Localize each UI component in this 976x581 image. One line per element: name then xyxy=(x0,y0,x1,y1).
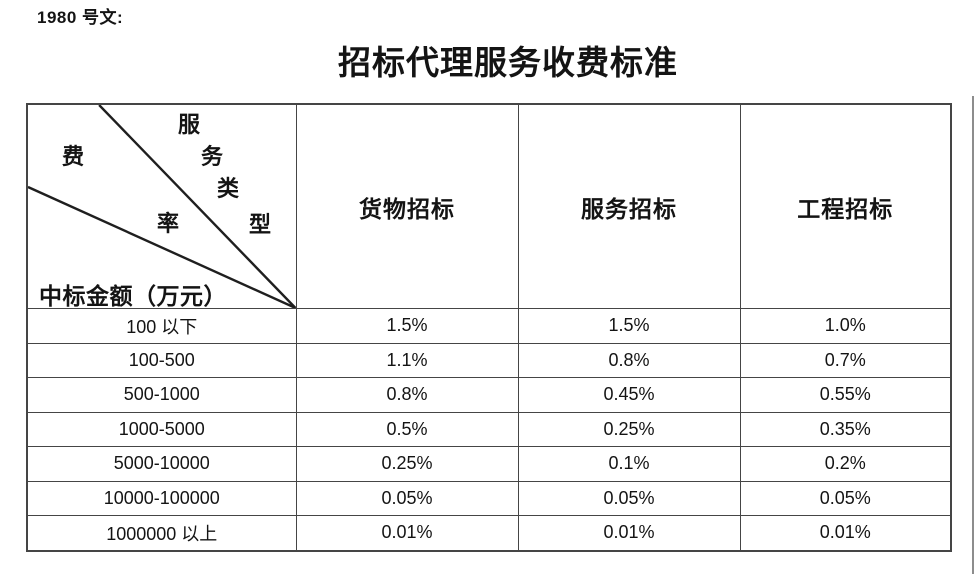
diagonal-corner-cell: 服 务 类 型 费 率 中标金额（万元） xyxy=(26,103,297,309)
rate-cell: 0.05% xyxy=(517,480,741,516)
rate-cell: 0.1% xyxy=(517,446,741,482)
diagonal-split-lines xyxy=(28,105,296,308)
column-header-services: 服务招标 xyxy=(517,103,741,309)
table-row: 100 以下 1.5% 1.5% 1.0% xyxy=(26,308,952,344)
column-header-goods: 货物招标 xyxy=(295,103,519,309)
amount-range-label: 5000-10000 xyxy=(26,446,297,482)
amount-range-label: 1000-5000 xyxy=(26,411,297,447)
rate-cell: 0.01% xyxy=(517,515,741,551)
header-row: 服 务 类 型 费 率 中标金额（万元） 货物招标 服务招标 工程招标 xyxy=(26,103,952,309)
corner-amount-axis-label: 中标金额（万元） xyxy=(39,284,227,309)
rate-cell: 0.35% xyxy=(739,411,952,447)
page-edge-line xyxy=(972,96,974,574)
rate-cell: 0.25% xyxy=(295,446,519,482)
rate-cell: 1.5% xyxy=(295,308,519,344)
corner-service-type-char: 服 xyxy=(177,112,201,137)
corner-fee-rate-char: 率 xyxy=(156,211,180,236)
amount-range-label: 1000000 以上 xyxy=(26,515,297,551)
amount-range-label: 10000-100000 xyxy=(26,480,297,516)
fee-standard-table: 服 务 类 型 费 率 中标金额（万元） 货物招标 服务招标 工程招标 100 … xyxy=(26,103,952,552)
table-row: 10000-100000 0.05% 0.05% 0.05% xyxy=(26,480,952,516)
rate-cell: 0.8% xyxy=(517,342,741,378)
rate-cell: 0.2% xyxy=(739,446,952,482)
rate-cell: 1.1% xyxy=(295,342,519,378)
rate-cell: 0.8% xyxy=(295,377,519,413)
table-row: 1000-5000 0.5% 0.25% 0.35% xyxy=(26,411,952,447)
rate-cell: 0.55% xyxy=(739,377,952,413)
corner-fee-rate-char: 费 xyxy=(61,144,85,169)
amount-range-label: 100 以下 xyxy=(26,308,297,344)
table-row: 5000-10000 0.25% 0.1% 0.2% xyxy=(26,446,952,482)
rate-cell: 0.7% xyxy=(739,342,952,378)
rate-cell: 1.0% xyxy=(739,308,952,344)
page-title: 招标代理服务收费标准 xyxy=(338,46,678,82)
corner-service-type-char: 类 xyxy=(216,176,240,201)
table-row: 1000000 以上 0.01% 0.01% 0.01% xyxy=(26,515,952,551)
rate-cell: 0.45% xyxy=(517,377,741,413)
table-row: 500-1000 0.8% 0.45% 0.55% xyxy=(26,377,952,413)
amount-range-label: 500-1000 xyxy=(26,377,297,413)
rate-cell: 0.05% xyxy=(295,480,519,516)
corner-service-type-char: 务 xyxy=(200,144,224,169)
rate-cell: 1.5% xyxy=(517,308,741,344)
rate-cell: 0.05% xyxy=(739,480,952,516)
amount-range-label: 100-500 xyxy=(26,342,297,378)
rate-cell: 0.25% xyxy=(517,411,741,447)
table-row: 100-500 1.1% 0.8% 0.7% xyxy=(26,342,952,378)
doc-number-label: 1980 号文: xyxy=(37,8,124,27)
corner-service-type-char: 型 xyxy=(248,212,272,237)
rate-cell: 0.01% xyxy=(295,515,519,551)
rate-cell: 0.01% xyxy=(739,515,952,551)
column-header-works: 工程招标 xyxy=(739,103,952,309)
rate-cell: 0.5% xyxy=(295,411,519,447)
